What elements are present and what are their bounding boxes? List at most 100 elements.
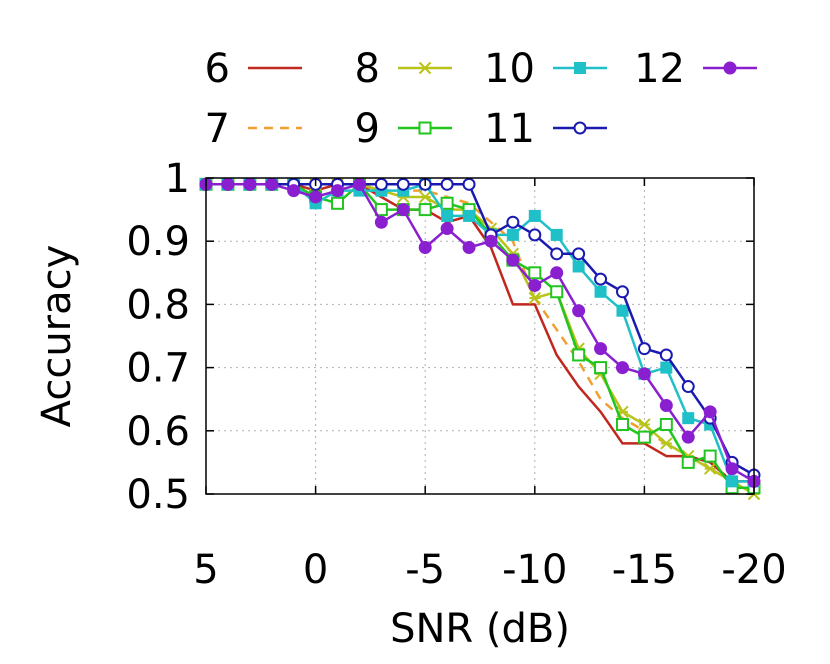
data-point [637,430,651,444]
data-point [374,203,388,217]
y-tick-label: 0.8 [126,282,190,328]
data-point [637,342,651,356]
data-point [528,266,542,280]
data-point [462,241,476,255]
series-line-11 [206,183,755,477]
data-point [572,260,585,273]
data-point [615,361,629,375]
data-point [594,361,608,375]
data-point [418,241,432,255]
data-point [528,278,542,292]
data-point [374,177,388,191]
data-point [484,234,498,248]
data-point [506,228,519,241]
data-point [637,367,651,381]
data-point [396,177,410,191]
data-point [506,253,520,267]
data-point [703,462,717,475]
data-point [660,437,673,450]
legend-entry-6: 6 [205,46,302,92]
data-point [681,380,695,394]
data-point [615,285,629,299]
legend-label: 7 [205,106,230,152]
legend-marker [573,121,587,135]
y-axis-label: Accuracy [34,245,80,428]
axis-ticks: 0.5 0.6 0.7 0.8 0.9 1 5 0 -5 -10 -15 -20 [126,156,786,593]
data-point [528,209,541,222]
data-point [615,417,629,431]
data-point [726,475,739,488]
legend-entry-7: 7 [205,106,302,152]
legend-label: 11 [484,106,535,152]
data-point [287,184,301,198]
data-point [331,196,345,210]
legend-marker [418,61,432,75]
data-point [374,215,388,229]
legend-label: 12 [634,46,685,92]
data-point [594,342,608,356]
data-point [331,184,345,198]
data-point [221,177,235,191]
legend-entry-10: 10 [484,46,607,92]
legend-marker [574,62,586,74]
data-point [440,222,454,236]
data-point [550,228,563,241]
x-tick-label: -20 [721,547,786,593]
data-point [550,285,564,299]
series-line-10 [206,183,754,483]
y-tick-label: 0.7 [126,346,190,392]
data-point [659,417,673,431]
y-tick-label: 1 [165,156,190,202]
data-point [594,272,608,286]
y-tick-label: 0.5 [126,472,190,518]
data-point [550,247,564,261]
legend: 6 7 8 9 10 11 12 [205,46,757,152]
series-line-12 [206,183,755,483]
data-point [682,412,695,425]
x-tick-label: 0 [303,547,328,593]
data-point [638,418,651,431]
data-series [199,177,761,501]
legend-marker [418,121,432,135]
data-point [594,285,607,298]
legend-label: 10 [484,46,535,92]
data-point [265,177,279,191]
data-point [550,266,564,280]
data-point [659,348,673,362]
data-point [440,196,454,210]
data-point [441,209,454,222]
legend-label: 6 [205,46,230,92]
data-point [681,455,695,469]
data-point [528,228,542,242]
legend-marker [723,61,737,75]
legend-label: 9 [355,106,380,152]
x-axis-label: SNR (dB) [390,606,570,652]
x-tick-label: -10 [502,547,567,593]
data-point [572,304,586,318]
data-point [572,247,586,261]
series-6 [206,183,754,483]
legend-entry-11: 11 [484,106,607,152]
series-line-6 [206,183,754,483]
plot-frame [205,177,755,495]
data-point [418,203,432,217]
data-point [725,462,739,476]
data-point [309,190,323,204]
data-point [418,190,432,204]
legend-label: 8 [355,46,380,92]
legend-entry-12: 12 [634,46,757,92]
data-point [243,177,257,191]
data-point [703,405,717,419]
data-point [703,449,717,463]
x-tick-label: -5 [405,547,445,593]
x-tick-label: -15 [612,547,677,593]
data-point [572,348,586,362]
data-point [396,203,410,217]
data-point [616,304,629,317]
data-point [659,399,673,413]
data-point [528,291,542,305]
data-point [463,209,476,222]
legend-entry-9: 9 [355,106,452,152]
data-point [440,177,454,191]
